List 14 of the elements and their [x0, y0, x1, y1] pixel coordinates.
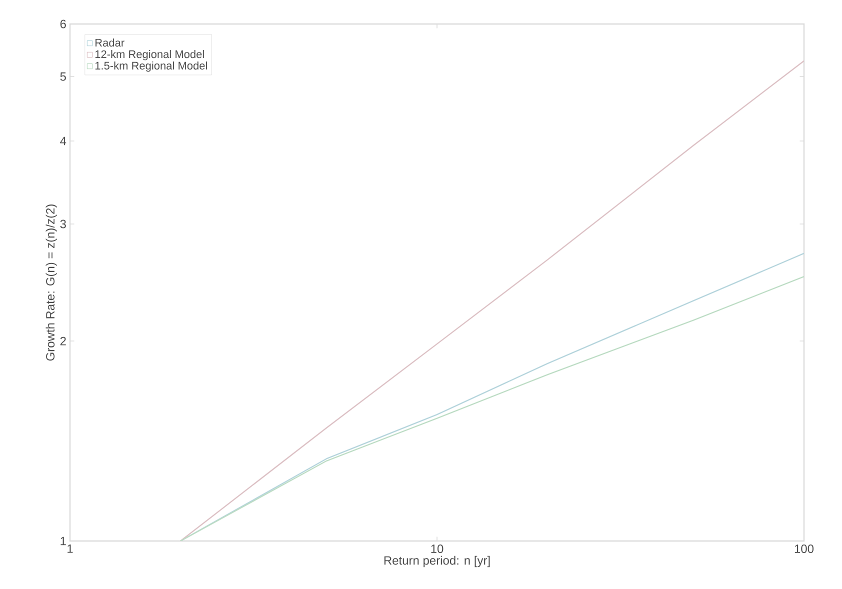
y-tick-label: 3: [60, 220, 66, 228]
legend-label: Radar: [96, 38, 124, 47]
x-tick-label: 10: [431, 544, 444, 554]
legend-label: 12-km Regional Model: [95, 50, 204, 60]
y-tick-label: 6: [60, 20, 66, 28]
y-tick-label: 5: [60, 72, 66, 81]
y-tick-label: 4: [60, 136, 66, 146]
y-axis-title: Growth Rate: G(n) = z(n)/z(2): [46, 204, 57, 361]
y-tick-label: 2: [60, 336, 66, 346]
legend-label: 1.5-km Regional Model: [95, 61, 207, 72]
x-tick-label: 1: [68, 544, 73, 553]
y-tick-label: 1: [60, 536, 66, 546]
x-axis-title: Return period: n [yr]: [384, 556, 490, 568]
x-tick-label: 100: [794, 544, 814, 554]
